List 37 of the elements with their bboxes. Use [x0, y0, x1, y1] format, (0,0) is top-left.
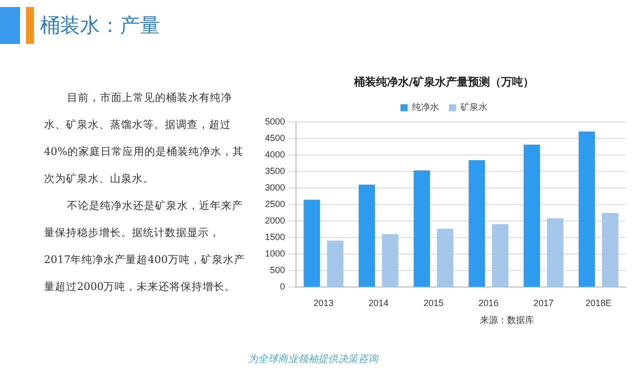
y-tick-label: 3500	[264, 166, 286, 176]
y-tick-label: 1000	[264, 248, 286, 259]
x-tick-label: 2017	[533, 298, 554, 308]
bar	[358, 184, 376, 287]
chart-title: 桶装纯净水/矿泉水产量预测（万吨）	[352, 75, 534, 88]
y-tick-label: 4000	[264, 150, 286, 160]
y-tick-label: 4500	[264, 133, 286, 144]
x-tick-label: 2016	[478, 298, 499, 308]
bar	[578, 131, 595, 287]
x-tick-label: 2015	[423, 298, 444, 308]
x-tick-label: 2013	[314, 298, 334, 308]
legend-label: 矿泉水	[460, 102, 488, 114]
text: 桶装水：产量	[40, 12, 160, 39]
bar	[304, 200, 320, 287]
bar	[602, 212, 618, 287]
y-tick-label: 0	[280, 282, 286, 292]
text: 不论是纯净水还是矿泉水，近年来产量保持稳步增长。据统计数据显示，2017年纯净水产量超400万吨，矿泉水产量超过2000万吨，未来还将保持增长。	[44, 200, 245, 293]
y-tick-label: 2000	[264, 216, 286, 226]
y-tick-label: 500	[270, 265, 286, 276]
source-note: 来源：数据库	[480, 314, 534, 327]
y-tick-label: 3000	[264, 182, 286, 193]
bar	[437, 228, 454, 287]
y-tick-label: 1500	[264, 232, 286, 242]
bar	[492, 224, 508, 287]
bar	[382, 234, 398, 287]
x-tick-label: 2014	[368, 298, 389, 308]
text: 目前，市面上常见的桶装水有纯净水、矿泉水、蒸馏水等。据调查，超过40%的家庭日常应用的是桶装纯净水，其次为矿泉水、山泉水。	[44, 92, 244, 185]
x-tick-label: 2018E	[585, 298, 612, 308]
y-tick-label: 5000	[264, 116, 286, 127]
bar	[468, 160, 486, 287]
bar	[524, 144, 540, 287]
bar	[547, 218, 564, 287]
y-tick-label: 2500	[264, 199, 286, 210]
text: 为全球商业领袖提供决策咨询	[248, 352, 378, 366]
bar	[414, 170, 430, 287]
legend-label: 纯净水	[412, 102, 439, 114]
bar	[327, 240, 344, 287]
